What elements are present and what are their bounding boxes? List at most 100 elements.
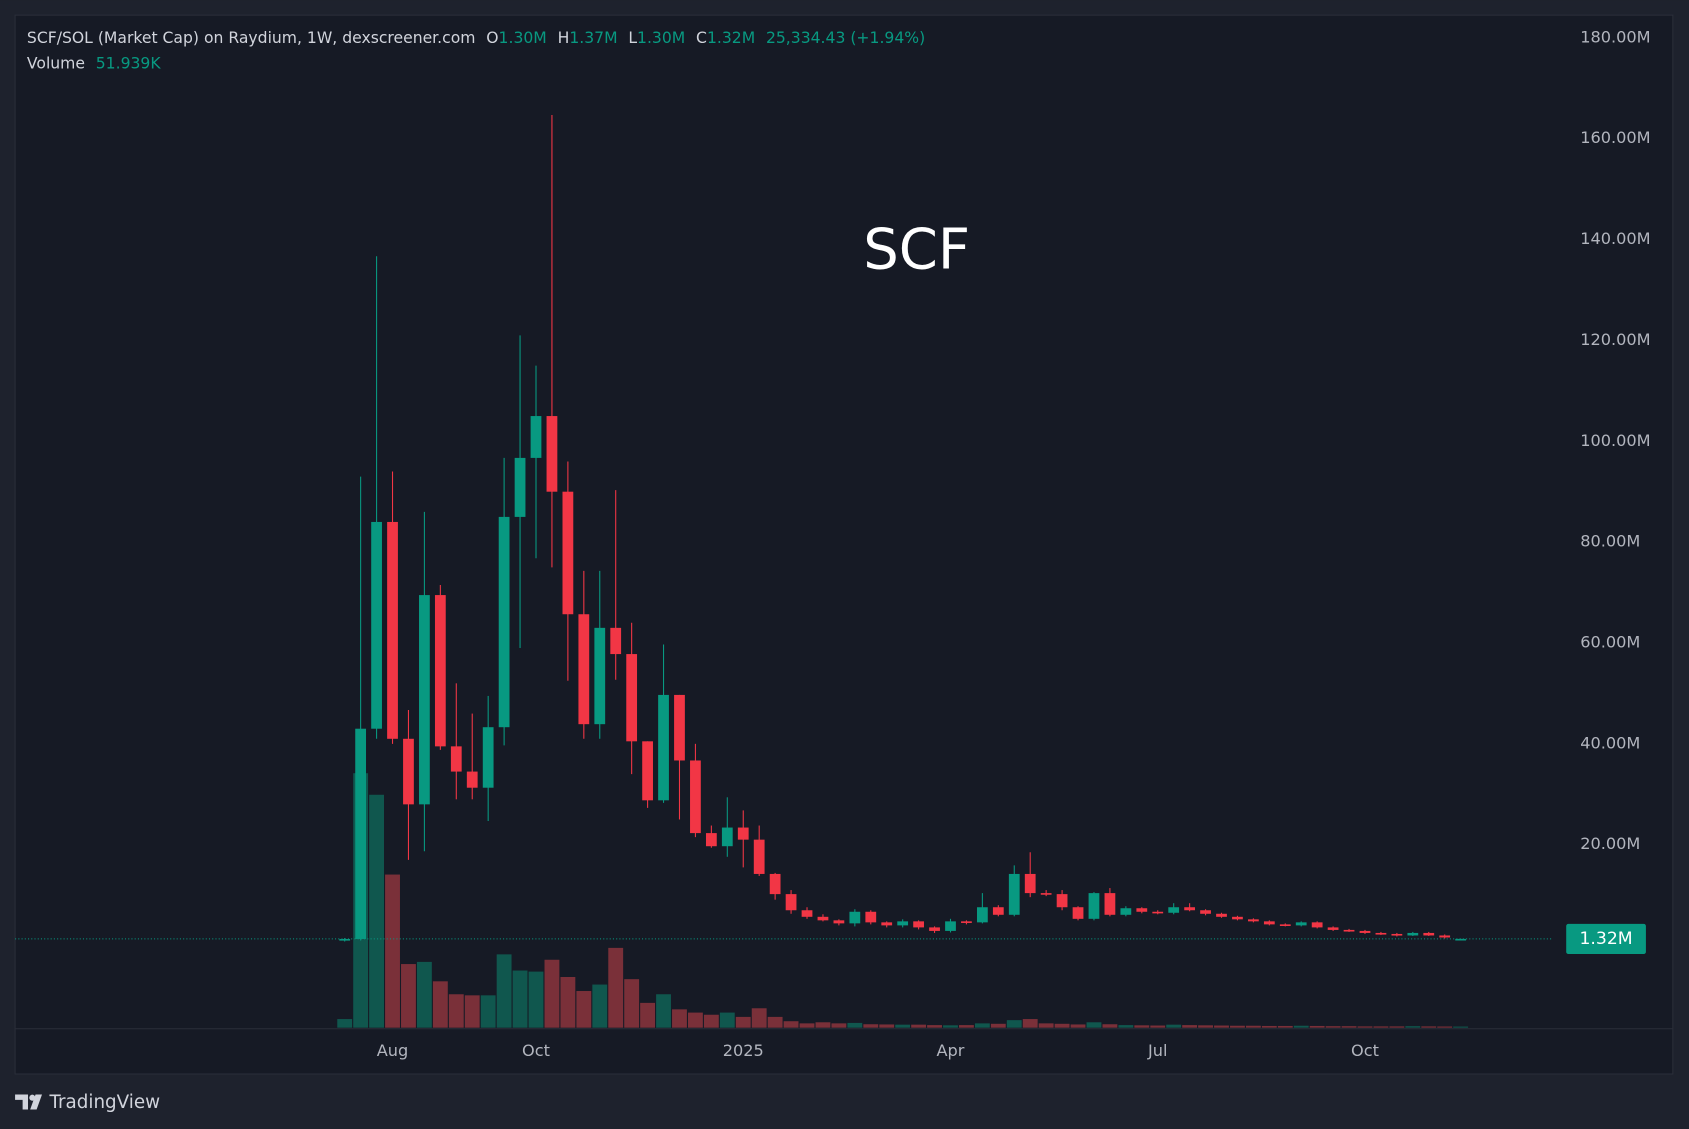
plot: 20.00M 40.00M 60.00M 80.00M 100.00M 120.00M 14… (15, 27, 1651, 1060)
legend-value: 1.30M (637, 28, 685, 46)
candle-body (339, 938, 351, 941)
volume-bar (624, 979, 640, 1028)
candle-body (1072, 907, 1084, 919)
volume-bar (863, 1024, 879, 1028)
candle-body (945, 921, 956, 931)
volume-bar (1341, 1026, 1357, 1028)
candle-body (992, 907, 1004, 915)
x-tick-label: Oct (1351, 1041, 1379, 1060)
volume-bar (544, 959, 560, 1028)
y-tick-label: 100.00M (1580, 431, 1650, 450)
volume-bar (719, 1012, 735, 1028)
volume-bar (432, 981, 448, 1028)
volume-bar (1277, 1025, 1293, 1028)
candle-body (1407, 932, 1419, 936)
volume-bar (576, 991, 592, 1028)
volume-bar (911, 1024, 927, 1028)
legend-value: 1.37M (569, 28, 617, 46)
volume-bar (512, 970, 528, 1028)
volume-bar (1437, 1026, 1453, 1028)
volume-value: 51.939K (96, 54, 162, 72)
candle-body (1248, 919, 1259, 922)
volume-bar (735, 1016, 751, 1028)
brand: TradingView (49, 1092, 161, 1113)
candle-body (1040, 893, 1052, 895)
volume-bar (1309, 1025, 1325, 1028)
candle-body (450, 746, 462, 772)
legend-header: SCF/SOL (Market Cap) on Raydium, 1W, dex… (27, 28, 925, 46)
volume-bar (815, 1022, 831, 1028)
candle-body (1455, 938, 1467, 941)
legend-key: H (558, 28, 570, 46)
y-tick-label: 120.00M (1580, 330, 1650, 349)
volume-bar (1070, 1024, 1086, 1028)
candle-body (1311, 922, 1323, 928)
y-tick-label: 140.00M (1580, 229, 1650, 248)
candle-body (1120, 908, 1132, 915)
candle-body (1008, 873, 1020, 915)
candle-body (801, 910, 813, 917)
candle-body (387, 521, 398, 739)
candle-body (642, 741, 653, 801)
volume-bar (1230, 1025, 1245, 1028)
x-tick-label: Aug (377, 1041, 409, 1060)
volume-bar (1245, 1025, 1261, 1028)
legend-title: SCF/SOL (Market Cap) on Raydium, 1W, dex… (27, 28, 476, 46)
candle-body (419, 595, 430, 805)
volume-legend: Volume 51.939K (27, 54, 161, 72)
volume-bar (1038, 1023, 1054, 1028)
candle-body (897, 921, 909, 926)
candle-body (721, 827, 733, 847)
candle-body (1439, 935, 1451, 938)
volume-bar (687, 1012, 703, 1028)
volume-bar (927, 1025, 942, 1028)
candle-body (865, 911, 877, 923)
candle-body (403, 738, 414, 805)
volume-bar (401, 964, 416, 1028)
candle-body (1375, 932, 1387, 935)
volume-bar (990, 1023, 1006, 1028)
candle-body (1184, 907, 1196, 911)
candle-body (1200, 910, 1211, 914)
volume-bar (1054, 1023, 1070, 1028)
candle-body (610, 627, 622, 655)
volume-bar (847, 1022, 863, 1028)
last-price-label: 1.32M (1579, 929, 1632, 949)
volume-bar (1102, 1024, 1118, 1028)
volume-bar (656, 994, 671, 1028)
candle-body (769, 873, 781, 895)
candle-body (1168, 907, 1180, 913)
volume-bar (369, 794, 385, 1028)
legend-key: L (628, 28, 637, 46)
last-price-badge (1566, 923, 1646, 954)
candle-body (1263, 921, 1275, 925)
candle-body (1024, 873, 1036, 894)
volume-bar (480, 995, 496, 1028)
legend-change: 25,334.43 (+1.94%) (766, 28, 925, 46)
candle-body (881, 922, 893, 926)
legend-key: C (696, 28, 707, 46)
tradingview-logo (15, 1094, 43, 1110)
candle-body (562, 491, 574, 615)
volume-bar (608, 947, 624, 1028)
volume-bar (783, 1021, 799, 1028)
volume-bar (879, 1024, 895, 1028)
candle-body (594, 627, 606, 725)
volume-bar (974, 1023, 990, 1028)
candle-body (355, 728, 367, 939)
candle-body (658, 694, 669, 801)
y-tick-label: 160.00M (1580, 128, 1650, 147)
candle-body (1152, 911, 1164, 914)
volume-bar (1086, 1022, 1102, 1028)
volume-bar (959, 1025, 974, 1028)
volume-bar (464, 995, 480, 1028)
x-tick-label: Oct (522, 1041, 550, 1060)
candle-body (1056, 894, 1068, 908)
y-tick-label: 180.00M (1580, 27, 1650, 46)
volume-bar (385, 874, 400, 1028)
chart-pane (14, 14, 1674, 1075)
volume-bar (1421, 1026, 1437, 1028)
legend-key: O (486, 28, 498, 46)
